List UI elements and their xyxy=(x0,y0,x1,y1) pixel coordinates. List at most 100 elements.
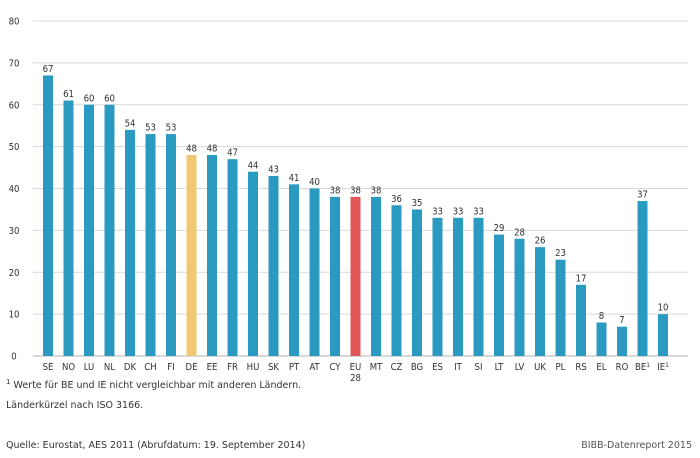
x-tick-label: LU xyxy=(84,362,95,373)
x-tick-label: NO xyxy=(62,362,75,373)
y-tick-label: 50 xyxy=(9,142,20,153)
bar xyxy=(412,209,422,356)
value-label: 35 xyxy=(412,198,423,209)
bar xyxy=(207,155,217,356)
bar xyxy=(391,205,402,356)
x-tick-label: DE xyxy=(186,362,198,373)
x-tick-label: PL xyxy=(556,362,566,373)
bar xyxy=(43,75,53,356)
bar xyxy=(453,217,463,356)
bar xyxy=(248,171,258,356)
value-label: 53 xyxy=(145,123,156,134)
value-label: 33 xyxy=(453,206,464,217)
value-label: 60 xyxy=(84,93,95,104)
value-label: 17 xyxy=(576,273,587,284)
y-tick-label: 40 xyxy=(9,184,20,195)
x-tick-label: MT xyxy=(370,362,383,373)
gridlines xyxy=(33,20,688,357)
bar xyxy=(350,196,361,356)
x-tick-label: IT xyxy=(454,362,463,373)
credit-text: BIBB-Datenreport 2015 xyxy=(581,440,692,451)
value-label: 40 xyxy=(309,177,320,188)
bars xyxy=(43,75,668,356)
x-tick-label: RO xyxy=(616,362,629,373)
x-tick-label: NL xyxy=(104,362,115,373)
value-label: 54 xyxy=(125,118,136,129)
value-label: 41 xyxy=(289,173,300,184)
value-label: 38 xyxy=(350,185,361,196)
value-label: 38 xyxy=(330,185,341,196)
bar xyxy=(125,129,135,356)
bar xyxy=(84,104,94,356)
bar xyxy=(309,188,320,356)
bar xyxy=(268,175,279,356)
value-label: 37 xyxy=(637,190,648,201)
x-tick-label: CY xyxy=(329,362,341,373)
bar xyxy=(637,201,648,356)
x-tick-label: IE1 xyxy=(657,361,669,373)
x-tick-label: LV xyxy=(515,362,525,373)
value-labels: 67 61 60 60 54 53 53 48 48 47 44 43 41 40 38 38 38 36 35 33… xyxy=(43,64,669,326)
y-tick-label: 10 xyxy=(9,310,20,321)
value-label: 67 xyxy=(43,64,54,75)
bar xyxy=(371,196,381,356)
x-tick-label: CH xyxy=(144,362,156,373)
bar xyxy=(576,284,586,356)
footnote: 1 Werte für BE und IE nicht vergleichbar… xyxy=(6,378,302,392)
x-tick-label: BG xyxy=(411,362,423,373)
bar xyxy=(227,159,238,356)
x-tick-label: LT xyxy=(495,362,504,373)
y-axis-ticks: 0 10 20 30 40 50 60 70 80 xyxy=(9,17,20,363)
x-tick-label: ES xyxy=(432,362,443,373)
bar xyxy=(555,259,566,356)
value-label: 23 xyxy=(555,248,566,259)
value-label: 53 xyxy=(166,123,177,134)
x-tick-label: SI xyxy=(475,362,483,373)
x-tick-label: RS xyxy=(575,362,586,373)
x-tick-label: EL xyxy=(596,362,606,373)
bar xyxy=(596,322,607,356)
bar xyxy=(63,100,74,356)
bar xyxy=(535,247,545,356)
x-tick-label: EE xyxy=(207,362,218,373)
x-tick-label: UK xyxy=(534,362,546,373)
x-tick-label-line2: 28 xyxy=(350,373,361,384)
bar xyxy=(494,234,504,356)
y-tick-label: 70 xyxy=(9,58,20,69)
value-label: 44 xyxy=(248,160,259,171)
value-label: 28 xyxy=(514,227,525,238)
x-tick-label: PT xyxy=(289,362,300,373)
value-label: 38 xyxy=(371,185,382,196)
bar xyxy=(473,217,484,356)
bar xyxy=(289,184,299,356)
y-tick-label: 60 xyxy=(9,100,20,111)
y-tick-label: 20 xyxy=(9,268,20,279)
value-label: 48 xyxy=(207,144,218,155)
x-tick-label: SE xyxy=(43,362,54,373)
x-tick-label: CZ xyxy=(391,362,403,373)
x-tick-label: FI xyxy=(167,362,174,373)
value-label: 33 xyxy=(473,206,484,217)
y-tick-label: 30 xyxy=(9,226,20,237)
bar xyxy=(186,155,197,356)
bar xyxy=(617,326,627,356)
bar xyxy=(145,134,156,356)
value-label: 43 xyxy=(268,164,279,175)
y-tick-label: 0 xyxy=(11,352,16,363)
bar xyxy=(104,104,115,356)
x-tick-label: AT xyxy=(309,362,320,373)
abbreviation-note: Länderkürzel nach ISO 3166. xyxy=(6,400,144,411)
value-label: 26 xyxy=(535,236,546,247)
value-label: 48 xyxy=(186,144,197,155)
value-label: 29 xyxy=(494,223,505,234)
x-tick-label: HU xyxy=(247,362,260,373)
x-tick-label: FR xyxy=(227,362,238,373)
value-label: 36 xyxy=(391,194,402,205)
value-label: 60 xyxy=(104,93,115,104)
bar xyxy=(432,217,443,356)
value-label: 10 xyxy=(658,303,669,314)
value-label: 61 xyxy=(63,89,74,100)
bar xyxy=(166,134,176,356)
